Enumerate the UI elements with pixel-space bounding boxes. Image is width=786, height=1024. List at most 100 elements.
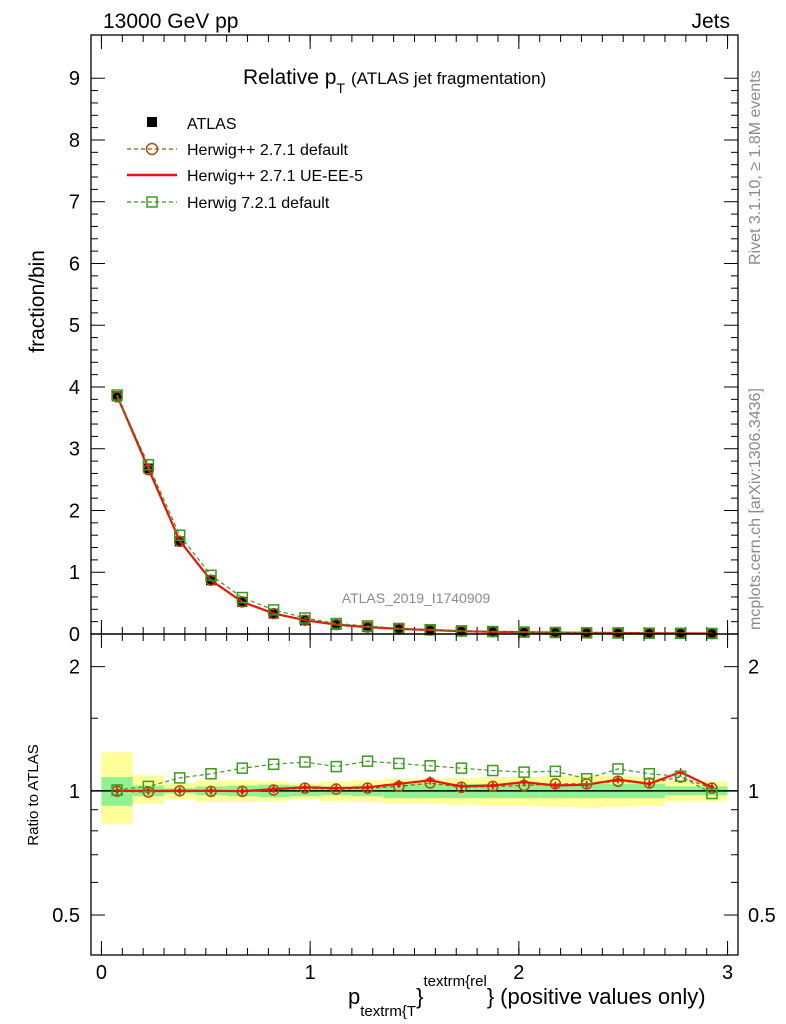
ratio-ytick-label: 1 <box>69 781 80 803</box>
ratio-herwig72-point <box>424 760 436 772</box>
legend-label-herwig-default: Herwig++ 2.7.1 default <box>187 142 349 159</box>
main-ylabel: fraction/bin <box>26 250 49 353</box>
x-tick-label: 0 <box>96 962 107 984</box>
ratio-herwig72-point <box>706 787 718 800</box>
herwig72-point <box>674 627 687 640</box>
main-ytick-label: 5 <box>69 315 80 337</box>
main-ytick-label: 6 <box>69 253 80 275</box>
chart-title: Relative pT (ATLAS jet fragmentation) <box>243 66 546 96</box>
chart-title-main: Relative p <box>243 66 336 89</box>
ratio-herwig72-point <box>518 766 530 778</box>
herwig72-point <box>361 620 374 632</box>
ratio-herwig72-point <box>549 765 562 778</box>
herwig72-point <box>205 569 217 582</box>
herwig72-point <box>612 627 624 639</box>
ratio-herwig72-point <box>674 770 687 782</box>
legend-marker-herwig72 <box>146 196 158 208</box>
ratio-herwig72-point <box>173 772 186 784</box>
x-axis-label-brace2: } <box>487 984 494 1009</box>
legend: ATLAS Herwig++ 2.7.1 default Herwig++ 2.… <box>127 116 363 212</box>
ratio-ue-point <box>240 789 245 794</box>
chart-title-note: (ATLAS jet fragmentation) <box>351 69 546 88</box>
herwig72-point <box>330 617 342 630</box>
ratio-line-1 <box>117 770 713 793</box>
herwig72-point <box>173 529 186 541</box>
ratio-ue-point <box>521 779 527 785</box>
main-ytick-label: 0 <box>69 624 80 646</box>
herwig72-point <box>267 604 280 616</box>
herwig72-point <box>549 626 562 639</box>
ratio-ytick-label-right: 1 <box>748 781 759 803</box>
ratio-herwig72-point <box>236 762 249 774</box>
ratio-frame <box>90 633 739 956</box>
ratio-herwig72-point <box>330 760 342 773</box>
ratio-herwig72-point <box>361 755 374 767</box>
ratio-herwig72-point <box>580 772 593 785</box>
herwig72-point <box>455 625 468 637</box>
ratio-herwig72-point <box>487 764 499 777</box>
x-axis-label: ptextrm{T}textrm{rel} (positive values on… <box>348 973 706 1020</box>
ratio-herwig72-point <box>267 758 280 771</box>
ratio-ylabel: Ratio to ATLAS <box>25 744 42 845</box>
legend-label-atlas: ATLAS <box>187 116 237 133</box>
rivet-label: Rivet 3.1.10, ≥ 1.8M events <box>747 70 764 265</box>
x-axis-label-brace1: } <box>416 984 423 1009</box>
ratio-ue-point <box>396 781 402 787</box>
herwig72-point <box>111 389 123 401</box>
legend-marker-herwig-default <box>145 142 159 156</box>
ratio-herwig72-point <box>111 784 123 796</box>
header-right: Jets <box>691 10 730 33</box>
ratio-herwig72-point <box>393 757 405 770</box>
ratio-ue-point <box>177 788 182 794</box>
herwig72-point <box>236 591 249 604</box>
ratio-ue-point <box>490 783 495 788</box>
ratio-herwig72-point <box>455 762 468 774</box>
main-ytick-label: 1 <box>69 562 80 584</box>
ratio-herwig72-point <box>205 768 217 780</box>
herwig72-point <box>580 627 593 639</box>
x-axis-label-p: p <box>348 984 360 1009</box>
analysis-label: ATLAS_2019_I1740909 <box>342 590 491 606</box>
legend-marker-atlas <box>147 117 157 127</box>
x-tick-label: 2 <box>513 962 524 984</box>
main-panel: 0 1 2 3 4 5 6 7 8 9 <box>69 35 738 646</box>
main-ytick-label: 7 <box>69 192 80 214</box>
x-axis-label-suffix: (positive values only) <box>500 984 705 1009</box>
ratio-ytick-label-right: 0.5 <box>748 905 776 927</box>
chart-title-sub: T <box>336 80 345 96</box>
ratio-ue-point <box>427 778 433 783</box>
herwig72-point <box>299 612 311 624</box>
main-ytick-label: 4 <box>69 377 80 399</box>
x-axis-label-sub: textrm{T <box>360 1003 416 1020</box>
ratio-ue-point <box>553 783 558 788</box>
ratio-ytick-label: 2 <box>69 657 80 679</box>
ratio-herwig72-point <box>299 756 311 768</box>
header-left: 13000 GeV pp <box>103 10 238 33</box>
main-ytick-label: 8 <box>69 130 80 152</box>
main-ytick-label: 2 <box>69 500 80 522</box>
ratio-herwig72-point <box>142 780 155 793</box>
ratio-ue-point <box>615 777 621 782</box>
x-axis-label-sup: textrm{rel <box>423 973 486 990</box>
ratio-panel: 0.5 0.5 1 1 2 2 0 1 2 3 <box>52 634 776 984</box>
mcplots-label: mcplots.cern.ch [arXiv:1306.3436] <box>747 388 764 630</box>
x-tick-label: 1 <box>305 962 316 984</box>
x-tick-label: 3 <box>722 962 733 984</box>
herwig72-point <box>487 625 499 638</box>
main-ytick-label: 3 <box>69 439 80 461</box>
herwig72-point <box>518 626 530 638</box>
ratio-herwig72-point <box>643 768 656 780</box>
herwig72-point <box>424 623 436 636</box>
ratio-ue-point <box>365 785 370 790</box>
ratio-herwig72-point <box>612 763 624 775</box>
ratio-ue-point <box>334 785 339 791</box>
ratio-ue-point <box>459 784 464 789</box>
main-ytick-label: 9 <box>69 68 80 90</box>
ratio-ue-point <box>302 785 308 790</box>
legend-label-herwig-ue: Herwig++ 2.7.1 UE-EE-5 <box>187 168 363 185</box>
herwig72-point <box>643 627 656 639</box>
ratio-ue-point <box>208 788 214 794</box>
ratio-ytick-label: 0.5 <box>52 905 80 927</box>
herwig72-point <box>142 459 155 471</box>
ratio-ytick-label-right: 2 <box>748 657 759 679</box>
